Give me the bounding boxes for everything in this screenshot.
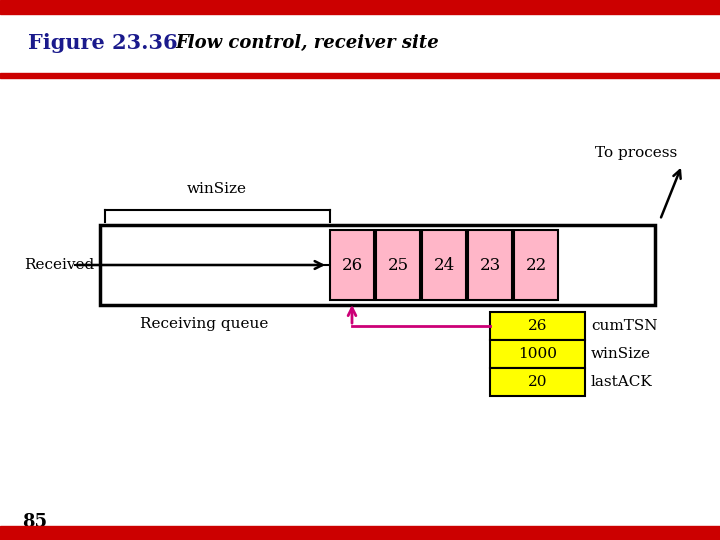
Text: 25: 25 (387, 256, 408, 273)
Bar (514, 230, 558, 300)
Text: winSize: winSize (591, 347, 651, 361)
Text: Flow control, receiver site: Flow control, receiver site (175, 34, 438, 52)
Text: 20: 20 (528, 375, 547, 389)
Bar (468, 230, 512, 300)
Text: Receiving queue: Receiving queue (140, 317, 269, 331)
Text: lastACK: lastACK (591, 375, 653, 389)
Text: 22: 22 (526, 256, 546, 273)
Text: 26: 26 (341, 256, 363, 273)
Bar (422, 230, 466, 300)
Text: To process: To process (595, 146, 677, 160)
Bar (490, 368, 585, 396)
Text: 1000: 1000 (518, 347, 557, 361)
Text: 85: 85 (22, 513, 47, 531)
Text: 23: 23 (480, 256, 500, 273)
Text: cumTSN: cumTSN (591, 319, 657, 333)
Text: Figure 23.36: Figure 23.36 (28, 33, 178, 53)
Bar (100, 225, 655, 305)
Text: winSize: winSize (187, 182, 247, 196)
Bar (490, 340, 585, 368)
Bar (490, 312, 585, 340)
Text: Received: Received (24, 258, 94, 272)
Bar (376, 230, 420, 300)
Bar (330, 230, 374, 300)
Text: 26: 26 (528, 319, 547, 333)
Text: 24: 24 (433, 256, 454, 273)
